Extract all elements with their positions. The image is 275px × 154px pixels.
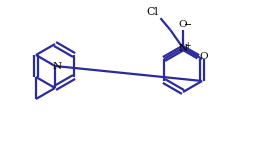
Text: N: N bbox=[178, 43, 188, 53]
Text: Cl: Cl bbox=[147, 7, 158, 17]
Text: O: O bbox=[199, 52, 208, 61]
Text: −: − bbox=[184, 20, 192, 30]
Text: N: N bbox=[53, 61, 62, 71]
Text: O: O bbox=[179, 20, 187, 29]
Text: +: + bbox=[184, 41, 191, 49]
